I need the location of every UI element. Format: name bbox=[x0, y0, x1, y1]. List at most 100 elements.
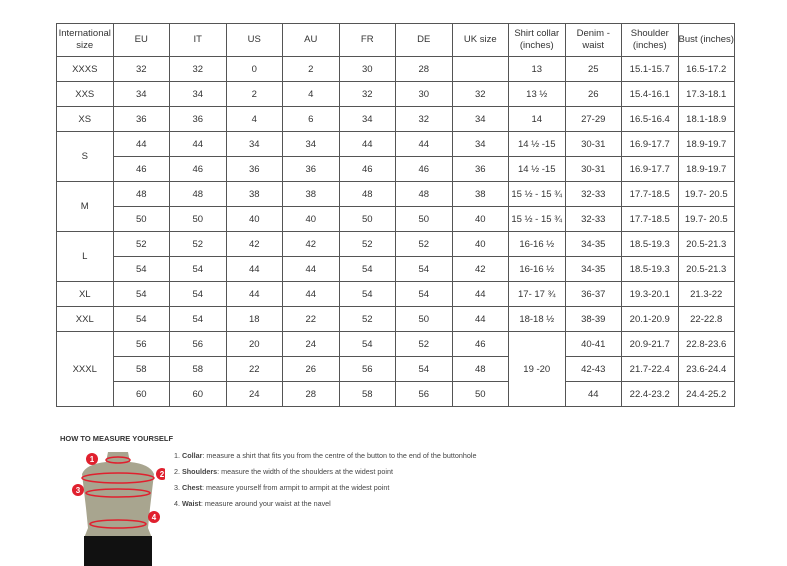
table-row: 58 58 22 26 56 54 48 42-43 21.7-22.4 23.6-24.4 bbox=[57, 356, 735, 382]
table-cell: 44 bbox=[169, 131, 227, 157]
table-row: XL 54 54 44 44 54 54 44 17- 17 ¾ 36-37 19.3-20.1 21… bbox=[56, 281, 735, 307]
table-cell: 40 bbox=[451, 231, 509, 257]
table-cell: 28 bbox=[282, 381, 340, 407]
marker-3-icon bbox=[72, 484, 84, 496]
table-cell: 58 bbox=[338, 381, 396, 407]
table-cell: 32-33 bbox=[564, 206, 622, 232]
step-collar: 1. Collar: measure a shirt that fits you… bbox=[174, 451, 476, 467]
table-cell: 24.4-25.2 bbox=[677, 381, 735, 407]
table-cell: 38-39 bbox=[564, 306, 622, 332]
table-cell: 52 bbox=[338, 306, 396, 332]
table-cell: 44 bbox=[282, 281, 340, 307]
table-cell: 32-33 bbox=[564, 181, 622, 207]
table-cell: 48 bbox=[451, 356, 509, 382]
table-cell: 44 bbox=[564, 381, 622, 407]
table-cell: 46 bbox=[112, 156, 170, 182]
table-cell: 21.7-22.4 bbox=[621, 356, 679, 382]
table-cell: 34 bbox=[338, 106, 396, 132]
table-cell: 28 bbox=[395, 56, 453, 82]
column-header: US bbox=[225, 23, 283, 57]
table-cell: 54 bbox=[112, 281, 170, 307]
column-header: International size bbox=[56, 23, 114, 57]
table-cell: 18.9-19.7 bbox=[677, 156, 735, 182]
table-cell: 18.5-19.3 bbox=[621, 231, 679, 257]
table-cell: 34-35 bbox=[564, 256, 622, 282]
table-cell: 42 bbox=[451, 256, 509, 282]
table-cell: 60 bbox=[112, 381, 170, 407]
table-cell: 30-31 bbox=[564, 156, 622, 182]
table-cell: 16.5-17.2 bbox=[677, 56, 735, 82]
table-cell: 19 -20 bbox=[508, 331, 566, 407]
table-cell: 20.1-20.9 bbox=[621, 306, 679, 332]
table-cell: 44 bbox=[451, 306, 509, 332]
table-cell: 15.1-15.7 bbox=[621, 56, 679, 82]
torso-measurement-figure: 1 2 3 4 bbox=[72, 452, 165, 566]
table-cell: 4 bbox=[225, 106, 283, 132]
table-cell: 52 bbox=[395, 231, 453, 257]
table-cell: 32 bbox=[338, 81, 396, 107]
table-cell: 17- 17 ¾ bbox=[508, 281, 566, 307]
table-cell: 34 bbox=[451, 106, 509, 132]
column-header: Shoulder (inches) bbox=[621, 23, 679, 57]
table-row: XS 36 36 4 6 34 32 34 14 27-29 16.5-16.4 18.1-18.9 bbox=[56, 106, 735, 132]
table-cell: 54 bbox=[338, 256, 396, 282]
table-cell: 50 bbox=[338, 206, 396, 232]
step-text: : measure the width of the shoulders at … bbox=[217, 467, 393, 476]
column-header: EU bbox=[112, 23, 170, 57]
table-cell: 58 bbox=[112, 356, 170, 382]
measure-steps: 1. Collar: measure a shirt that fits you… bbox=[174, 451, 476, 515]
table-cell: 2 bbox=[225, 81, 283, 107]
table-cell: 36 bbox=[169, 106, 227, 132]
step-num: 3. bbox=[174, 483, 180, 492]
marker-4-label: 4 bbox=[152, 513, 157, 522]
table-cell: 16.5-16.4 bbox=[621, 106, 679, 132]
table-cell: 16-16 ½ bbox=[508, 231, 566, 257]
table-cell: 26 bbox=[564, 81, 622, 107]
table-cell: 34 bbox=[451, 131, 509, 157]
table-cell: 48 bbox=[338, 181, 396, 207]
table-cell: 50 bbox=[112, 206, 170, 232]
step-num: 1. bbox=[174, 451, 180, 460]
step-term: Shoulders bbox=[182, 467, 218, 476]
column-header: Denim - waist bbox=[564, 23, 622, 57]
table-cell: 54 bbox=[395, 281, 453, 307]
table-cell: 54 bbox=[395, 356, 453, 382]
table-cell: 36 bbox=[451, 156, 509, 182]
table-cell: 52 bbox=[395, 331, 453, 357]
table-cell: 20.5-21.3 bbox=[677, 231, 735, 257]
table-row: XXXS 32 32 0 2 30 28 13 25 15.1-15.7 16.5-17.2 bbox=[56, 56, 735, 82]
table-row: 60 60 24 28 58 56 50 44 22.4-23.2 24.4-25.2 bbox=[57, 381, 735, 407]
table-cell: 50 bbox=[451, 381, 509, 407]
step-text: : measure around your waist at the navel bbox=[200, 499, 331, 508]
table-row: XXS 34 34 2 4 32 30 32 13 ½ 26 15.4-16.1 17.3-18.1 bbox=[56, 81, 735, 107]
table-row: 46 46 36 36 46 46 36 14 ½ -15 30-31 16.9-17.7 18.9… bbox=[57, 156, 735, 182]
table-cell: 36-37 bbox=[564, 281, 622, 307]
table-cell: 54 bbox=[112, 306, 170, 332]
step-text: : measure yourself from armpit to armpit… bbox=[201, 483, 390, 492]
table-cell: 52 bbox=[112, 231, 170, 257]
table-cell: 15.4-16.1 bbox=[621, 81, 679, 107]
table-cell: 44 bbox=[395, 131, 453, 157]
table-row: 54 54 44 44 54 54 42 16-16 ½ 34-35 18.5-19.3 20.5-… bbox=[57, 256, 735, 282]
table-cell: 27-29 bbox=[564, 106, 622, 132]
waist-line bbox=[89, 519, 147, 529]
table-cell: 20.5-21.3 bbox=[677, 256, 735, 282]
table-row: L 52 52 42 42 52 52 40 16-16 ½ 34-35 18.5-19.3 20.5… bbox=[56, 231, 735, 282]
table-cell: 14 ½ -15 bbox=[508, 156, 566, 182]
table-cell: 17.7-18.5 bbox=[621, 181, 679, 207]
table-cell: 46 bbox=[395, 156, 453, 182]
table-row: XXXL 56 56 20 24 54 52 46 19 -20 40-41 20.9-21.7 22… bbox=[56, 331, 735, 407]
table-cell: 17.3-18.1 bbox=[677, 81, 735, 107]
table-cell: 50 bbox=[395, 306, 453, 332]
table-row: XXL 54 54 18 22 52 50 44 18-18 ½ 38-39 20.1-20.9 22… bbox=[56, 306, 735, 332]
measure-title: HOW TO MEASURE YOURSELF bbox=[60, 434, 174, 443]
table-cell: 18-18 ½ bbox=[508, 306, 566, 332]
table-cell: 24 bbox=[225, 381, 283, 407]
marker-2-label: 2 bbox=[160, 470, 165, 479]
table-cell: 38 bbox=[451, 181, 509, 207]
table-cell: 54 bbox=[169, 306, 227, 332]
shoulder-line bbox=[81, 472, 155, 484]
size-label-cell: XXS bbox=[56, 81, 114, 107]
chest-line bbox=[85, 488, 151, 498]
table-cell: 34 bbox=[225, 131, 283, 157]
